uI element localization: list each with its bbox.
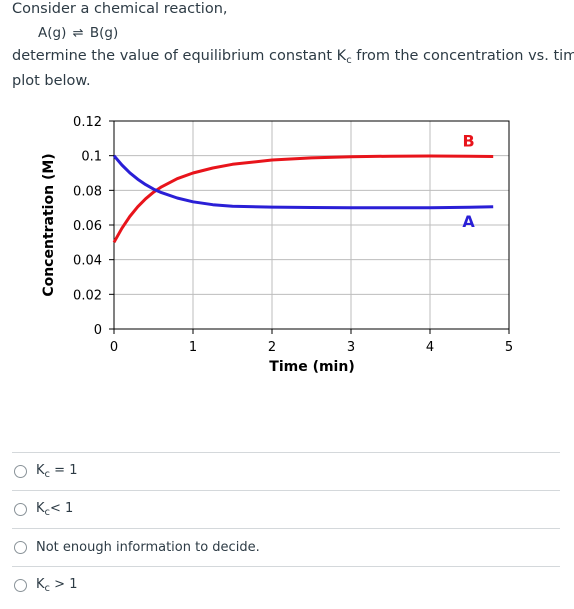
x-tick-label: 3 bbox=[347, 340, 355, 355]
option-kc-greater-1[interactable]: Kc > 1 bbox=[14, 574, 77, 596]
option-kc-equals-1[interactable]: Kc = 1 bbox=[14, 460, 77, 482]
annotation-A: A bbox=[462, 212, 475, 231]
task-text-before: determine the value of equilibrium const… bbox=[12, 48, 347, 64]
option-not-enough-info[interactable]: Not enough information to decide. bbox=[14, 536, 260, 558]
question-intro: Consider a chemical reaction, bbox=[12, 1, 228, 17]
question-task-line2: plot below. bbox=[12, 73, 91, 89]
y-tick-label: 0.12 bbox=[73, 115, 102, 130]
series-line-B bbox=[112, 154, 494, 244]
divider bbox=[12, 528, 560, 529]
x-tick-label: 0 bbox=[110, 340, 118, 355]
y-tick-label: 0 bbox=[94, 323, 102, 338]
reaction-equation: A(g) ⇌ B(g) bbox=[38, 25, 118, 41]
option-label: Kc< 1 bbox=[36, 500, 74, 518]
radio-button[interactable] bbox=[14, 540, 27, 554]
series-layer bbox=[112, 154, 494, 244]
divider bbox=[12, 452, 560, 453]
series-line-A bbox=[112, 154, 494, 210]
option-label: Not enough information to decide. bbox=[36, 539, 260, 555]
divider bbox=[12, 490, 560, 491]
divider bbox=[12, 566, 560, 567]
concentration-time-chart: 0 1 2 3 4 500.020.040.060.080.10.12 BA Time (… bbox=[41, 115, 513, 375]
y-tick-label: 0.04 bbox=[73, 254, 102, 269]
x-axis-label: Time (min) bbox=[269, 359, 354, 375]
reactant: A(g) bbox=[38, 25, 67, 41]
y-tick-label: 0.02 bbox=[73, 288, 102, 303]
equilibrium-arrow-icon: ⇌ bbox=[72, 26, 84, 41]
product: B(g) bbox=[89, 25, 119, 41]
y-tick-label: 0.06 bbox=[73, 219, 102, 234]
y-tick-label: 0.1 bbox=[81, 150, 102, 165]
x-tick-label: 4 bbox=[426, 340, 434, 355]
x-tick-label: 5 bbox=[505, 340, 513, 355]
option-kc-less-1[interactable]: Kc< 1 bbox=[14, 498, 73, 520]
x-tick-label: 1 bbox=[189, 340, 197, 355]
radio-button[interactable] bbox=[14, 502, 27, 516]
radio-button[interactable] bbox=[14, 578, 27, 592]
option-label: Kc > 1 bbox=[36, 576, 78, 594]
axis-ticks: 0 1 2 3 4 5 0 0.02 0.04 0.06 0.08 0.1 0.12 bbox=[73, 115, 513, 355]
y-tick-label: 0.08 bbox=[73, 184, 102, 199]
task-text-after: from the concentration vs. time bbox=[351, 48, 574, 64]
x-tick-label: 2 bbox=[268, 340, 276, 355]
chart-grid bbox=[114, 121, 509, 329]
option-label: Kc = 1 bbox=[36, 462, 78, 480]
annotation-layer: BA bbox=[462, 132, 475, 231]
radio-button[interactable] bbox=[14, 464, 27, 478]
task-subscript: c bbox=[346, 55, 352, 66]
y-axis-label: Concentration (M) bbox=[41, 153, 57, 296]
question-task: determine the value of equilibrium const… bbox=[12, 48, 574, 66]
annotation-B: B bbox=[462, 132, 474, 151]
